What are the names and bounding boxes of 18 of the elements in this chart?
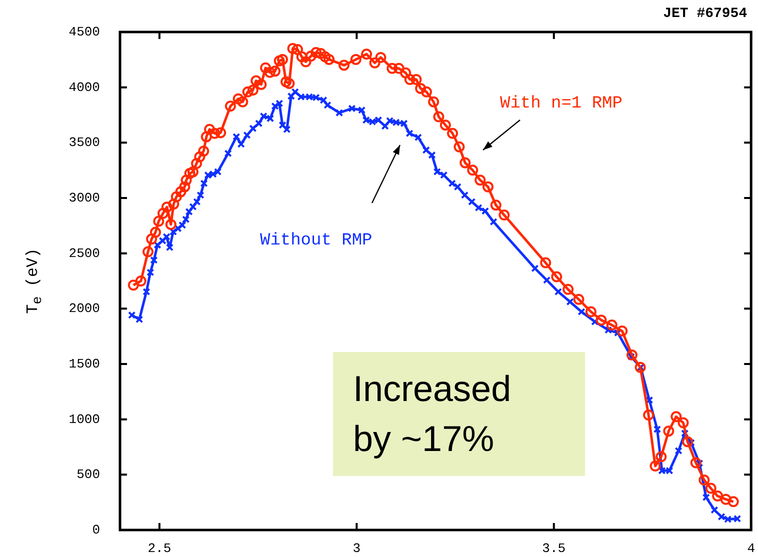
y-tick-label: 500 bbox=[76, 467, 100, 482]
annotation: Increased by ~17% bbox=[333, 352, 585, 476]
y-tick-label: 1500 bbox=[68, 356, 100, 372]
y-tick-label: 4000 bbox=[68, 80, 100, 95]
y-tick-label: 0 bbox=[92, 522, 100, 538]
y-tick-label: 2000 bbox=[68, 301, 100, 316]
x-tick-label: 4 bbox=[747, 541, 756, 556]
text: With n=1 RMP bbox=[500, 94, 622, 114]
y-tick-label: 2500 bbox=[68, 246, 100, 261]
x-tick-label: 3 bbox=[352, 541, 361, 556]
x-tick-label: 2.5 bbox=[148, 541, 172, 556]
x-tick-label: 3.5 bbox=[542, 541, 566, 556]
y-tick-label: 1000 bbox=[68, 412, 100, 427]
y-tick-label: 4500 bbox=[68, 24, 100, 40]
text: Without RMP bbox=[260, 232, 372, 250]
y-tick-label: 3000 bbox=[68, 190, 100, 206]
y-tick-label: 3500 bbox=[68, 135, 100, 150]
text: JET #67954 bbox=[663, 6, 748, 22]
